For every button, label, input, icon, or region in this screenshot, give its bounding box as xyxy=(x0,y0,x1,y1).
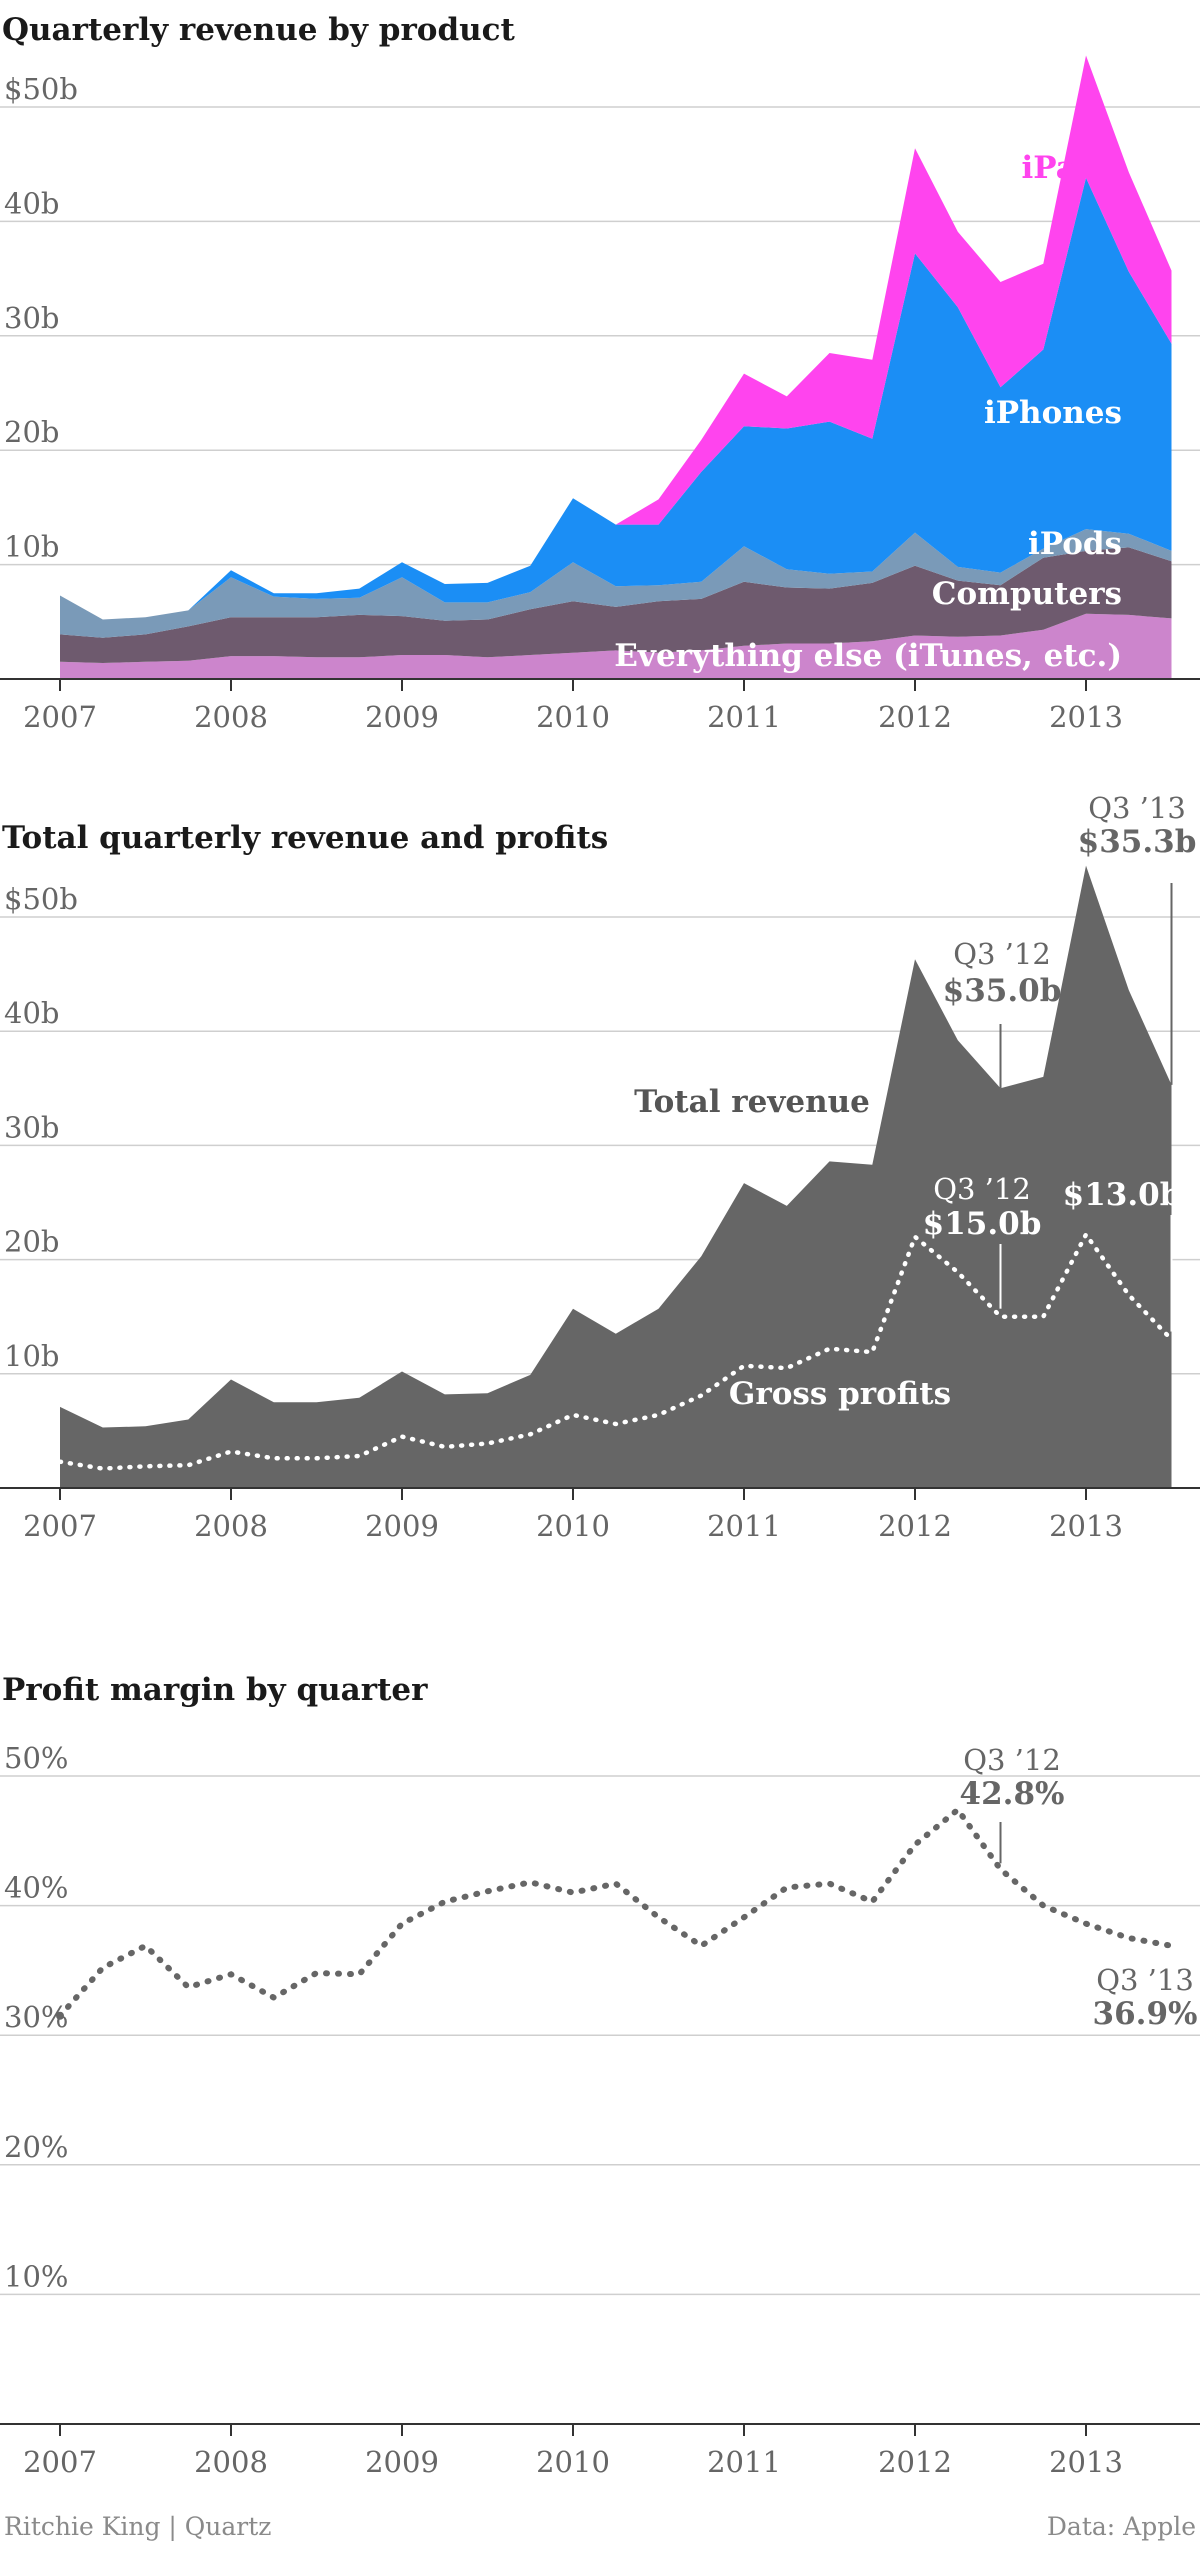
y-tick-label: $50b xyxy=(4,72,78,106)
everything-else-area xyxy=(60,613,1172,679)
x-tick-label: 2013 xyxy=(1049,700,1123,734)
series-label-ipods: iPods xyxy=(1028,526,1122,562)
y-tick-label: 10b xyxy=(4,530,59,564)
chart-1: Quarterly revenue by product 10b 20b 30b 40b… xyxy=(0,12,1200,734)
annotation-period: Q3 ’12 xyxy=(933,1172,1031,1206)
chart-3: Profit margin by quarter10%20%30%40%50%2… xyxy=(0,1672,1200,2479)
ipods-area xyxy=(60,529,1172,638)
y-tick-label: 40b xyxy=(4,996,59,1030)
x-tick-label: 2012 xyxy=(878,700,952,734)
y-tick-label: 50% xyxy=(4,1741,68,1775)
annotation-value: $15.0b xyxy=(923,1206,1042,1242)
y-tick-label: 30b xyxy=(4,301,59,335)
annotation-value: $13.0b xyxy=(1063,1177,1182,1213)
y-tick-label: 30b xyxy=(4,1110,59,1144)
series-label-iphones: iPhones xyxy=(984,395,1122,431)
annotation-period: Q3 ’12 xyxy=(963,1743,1061,1777)
gross-profits-line xyxy=(57,1230,1174,1471)
computers-area xyxy=(60,547,1172,663)
series-label-total-revenue: Total revenue xyxy=(634,1084,870,1120)
y-tick-label: 20% xyxy=(4,2130,68,2164)
chart-2: Total quarterly revenue and profits 10b 20… xyxy=(0,791,1200,1543)
series-label-everything-else: Everything else (iTunes, etc.) xyxy=(614,638,1122,674)
x-tick-label: 2011 xyxy=(707,700,781,734)
profit-margin-line xyxy=(57,1805,1175,2019)
annotation-value: $35.0b xyxy=(943,973,1062,1009)
x-tick-label: 2009 xyxy=(365,700,439,734)
source-text: Data: Apple xyxy=(1046,2512,1196,2541)
x-tick-label: 2010 xyxy=(536,2445,610,2479)
annotation-period: Q3 ’13 xyxy=(1096,1963,1194,1997)
iphones-area xyxy=(60,177,1172,620)
x-tick-label: 2008 xyxy=(194,2445,268,2479)
x-tick-label: 2010 xyxy=(536,1509,610,1543)
series-label-gross-profits: Gross profits xyxy=(729,1376,951,1412)
chart-title: Total quarterly revenue and profits xyxy=(2,820,608,856)
chart-title: Quarterly revenue by product xyxy=(2,12,516,48)
y-tick-label: $50b xyxy=(4,882,78,916)
x-tick-label: 2008 xyxy=(194,700,268,734)
total-revenue-area xyxy=(60,865,1172,1488)
x-tick-label: 2012 xyxy=(878,2445,952,2479)
y-tick-label: 20b xyxy=(4,415,59,449)
annotation-period: Q3 ’13 xyxy=(1088,791,1186,825)
y-tick-label: 10% xyxy=(4,2259,68,2293)
x-tick-label: 2007 xyxy=(23,1509,97,1543)
x-tick-label: 2009 xyxy=(365,2445,439,2479)
x-tick-label: 2010 xyxy=(536,700,610,734)
x-tick-label: 2013 xyxy=(1049,1509,1123,1543)
x-tick-label: 2012 xyxy=(878,1509,952,1543)
annotation-value: 36.9% xyxy=(1093,1996,1198,2032)
y-tick-label: 40b xyxy=(4,186,59,220)
series-label-computers: Computers xyxy=(932,576,1122,612)
y-tick-label: 40% xyxy=(4,1871,68,1905)
chart-title: Profit margin by quarter xyxy=(2,1672,428,1708)
x-tick-label: 2007 xyxy=(23,2445,97,2479)
x-tick-label: 2013 xyxy=(1049,2445,1123,2479)
annotation-value: 42.8% xyxy=(960,1776,1065,1812)
series-label-ipads: iPads xyxy=(1022,150,1115,186)
x-tick-label: 2009 xyxy=(365,1509,439,1543)
x-tick-label: 2007 xyxy=(23,700,97,734)
x-tick-label: 2008 xyxy=(194,1509,268,1543)
y-tick-label: 10b xyxy=(4,1339,59,1373)
x-tick-label: 2011 xyxy=(707,1509,781,1543)
credit-text: Ritchie King | Quartz xyxy=(4,2512,272,2541)
x-tick-label: 2011 xyxy=(707,2445,781,2479)
y-tick-label: 20b xyxy=(4,1225,59,1259)
annotation-value: $35.3b xyxy=(1078,824,1197,860)
annotation-period: Q3 ’12 xyxy=(953,937,1051,971)
start-dot xyxy=(56,2011,64,2020)
